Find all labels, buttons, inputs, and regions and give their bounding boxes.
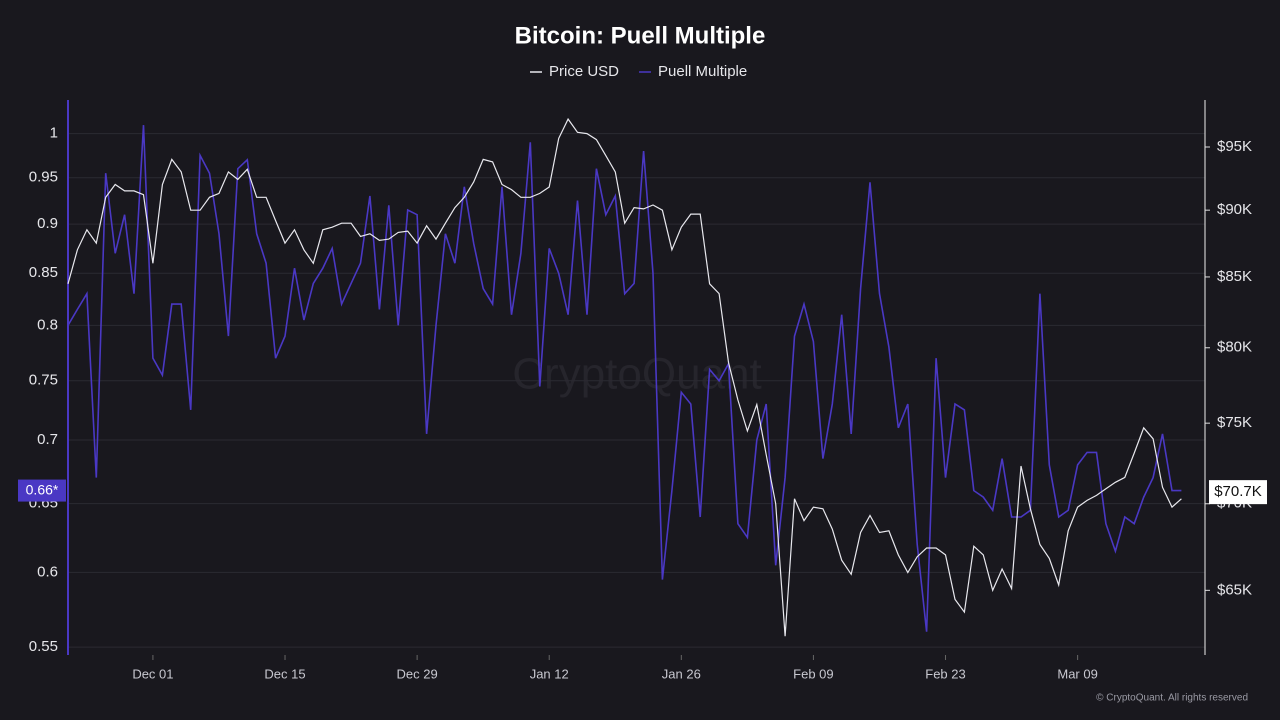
y2-tick-label: $95K <box>1217 138 1252 155</box>
y-tick-label: 0.55 <box>29 638 58 655</box>
x-tick-label: Dec 29 <box>397 666 438 681</box>
y-tick-label: 0.9 <box>37 215 58 232</box>
y-marker-label: 0.66* <box>26 481 59 497</box>
x-tick-label: Feb 23 <box>925 666 965 681</box>
y2-marker-badge <box>1209 480 1267 505</box>
y2-tick-label: $65K <box>1217 581 1252 598</box>
y-tick-label: 0.85 <box>29 264 58 281</box>
chart-title: Bitcoin: Puell Multiple <box>515 22 766 49</box>
y-tick-label: 0.95 <box>29 169 58 186</box>
x-tick-label: Dec 15 <box>264 666 305 681</box>
series-line <box>67 117 1182 637</box>
watermark: CryptoQuant <box>512 350 761 399</box>
y-tick-label: 0.75 <box>29 372 58 389</box>
y-marker-badge <box>18 479 66 502</box>
y2-tick-label: $80K <box>1217 339 1252 356</box>
x-tick-label: Feb 09 <box>793 666 833 681</box>
y-tick-label: 1 <box>50 125 58 142</box>
y-tick-label: 0.8 <box>37 316 58 333</box>
legend: Price USD Puell Multiple <box>530 63 747 80</box>
y2-marker-label: $70.7K <box>1214 483 1262 500</box>
y2-tick-label: $75K <box>1217 414 1252 431</box>
legend-label: Price USD <box>549 63 619 80</box>
y-tick-label: 0.7 <box>37 431 58 448</box>
legend-label: Puell Multiple <box>658 63 747 80</box>
x-tick-label: Mar 09 <box>1057 666 1097 681</box>
y2-tick-label: $85K <box>1217 268 1252 285</box>
x-tick-label: Jan 12 <box>530 666 569 681</box>
y-tick-label: 0.6 <box>37 563 58 580</box>
x-tick-label: Dec 01 <box>132 666 173 681</box>
y2-tick-label: $90K <box>1217 201 1252 218</box>
series-line <box>67 125 1182 632</box>
credit: © CryptoQuant. All rights reserved <box>1096 693 1248 704</box>
x-tick-label: Jan 26 <box>662 666 701 681</box>
